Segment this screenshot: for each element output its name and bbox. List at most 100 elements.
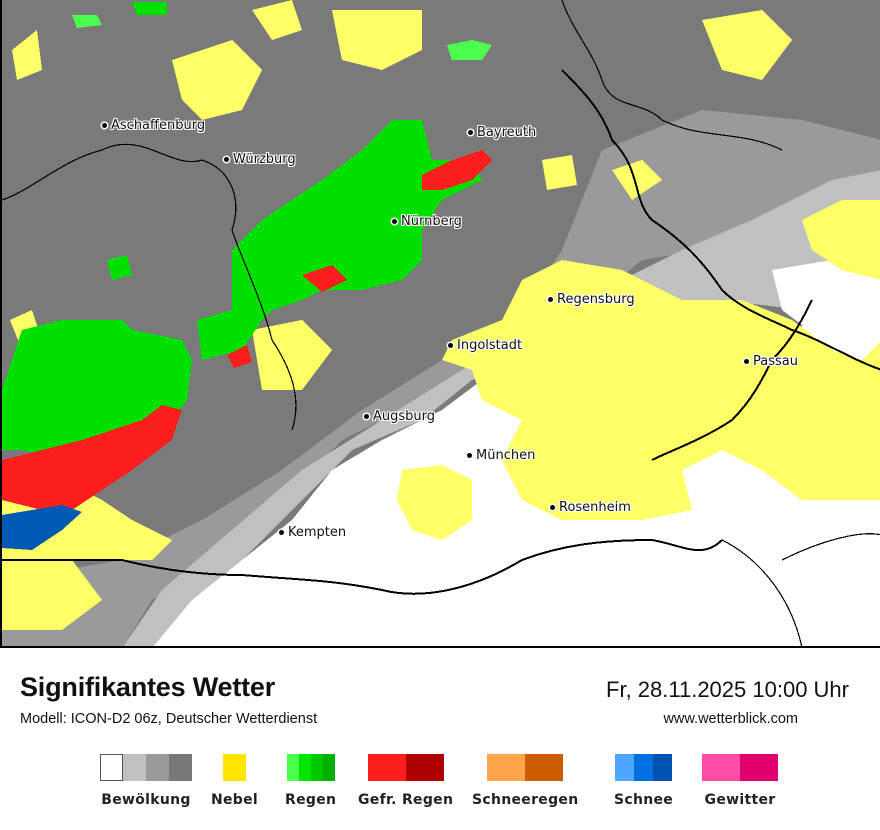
rain-area-central bbox=[197, 120, 482, 360]
rain-patch-north bbox=[132, 2, 167, 15]
city-name: Bayreuth bbox=[477, 125, 537, 140]
freezing-rain-area-west bbox=[2, 405, 182, 510]
city-marker: Aschaffenburg bbox=[102, 118, 205, 133]
legend-swatches bbox=[615, 754, 673, 781]
legend-swatch bbox=[310, 754, 323, 781]
legend-swatch bbox=[424, 754, 444, 781]
country-borders bbox=[2, 0, 880, 646]
model-info: Modell: ICON-D2 06z, Deutscher Wetterdie… bbox=[20, 711, 318, 727]
legend-swatches bbox=[702, 754, 778, 781]
legend-label: Schnee bbox=[614, 792, 674, 808]
city-dot-icon bbox=[548, 297, 553, 302]
city-marker: Bayreuth bbox=[468, 125, 536, 140]
legend-freezing-rain: Gefr. Regen bbox=[358, 754, 453, 808]
city-name: Rosenheim bbox=[559, 500, 631, 515]
fog-area-east bbox=[442, 260, 880, 520]
city-name: Regensburg bbox=[557, 292, 635, 307]
legend-label: Gewitter bbox=[704, 792, 776, 808]
freezing-rain-patch bbox=[422, 150, 492, 190]
city-dot-icon bbox=[392, 219, 397, 224]
city-name: Nürnberg bbox=[401, 214, 462, 229]
city-name: Kempten bbox=[288, 525, 347, 540]
legend-swatch bbox=[386, 754, 406, 781]
legend-swatch bbox=[322, 754, 335, 781]
legend: Bewölkung Nebel Regen Gefr. Regen Schnee… bbox=[0, 754, 880, 814]
weather-map bbox=[0, 0, 880, 648]
legend-swatch bbox=[759, 754, 778, 781]
city-name: Würzburg bbox=[233, 152, 296, 167]
legend-swatch bbox=[615, 754, 635, 781]
city-dot-icon bbox=[102, 123, 107, 128]
fog-patch bbox=[612, 160, 662, 200]
city-name: München bbox=[476, 448, 536, 463]
legend-swatch bbox=[298, 754, 311, 781]
legend-snow: Schnee bbox=[614, 754, 673, 808]
legend-swatch bbox=[525, 754, 545, 781]
legend-label: Schneeregen bbox=[472, 792, 579, 808]
legend-swatch bbox=[100, 754, 123, 781]
snow-area-west bbox=[2, 505, 82, 550]
legend-rain: Regen bbox=[285, 754, 336, 808]
fog-patch bbox=[172, 40, 262, 120]
legend-swatch bbox=[123, 754, 146, 781]
fog-patch bbox=[252, 320, 332, 390]
legend-swatch bbox=[653, 754, 673, 781]
legend-thunderstorm: Gewitter bbox=[702, 754, 778, 808]
city-dot-icon bbox=[279, 530, 284, 535]
rain-patch bbox=[107, 255, 132, 280]
legend-cloud-cover: Bewölkung bbox=[100, 754, 192, 808]
legend-swatch bbox=[169, 754, 192, 781]
legend-swatch bbox=[702, 754, 721, 781]
legend-swatch bbox=[721, 754, 740, 781]
city-marker: Regensburg bbox=[548, 292, 635, 307]
rain-patch-north bbox=[447, 40, 492, 60]
legend-swatch bbox=[367, 754, 387, 781]
legend-swatch bbox=[634, 754, 654, 781]
legend-swatch bbox=[223, 754, 247, 781]
forecast-datetime: Fr, 28.11.2025 10:00 Uhr bbox=[606, 677, 849, 702]
cloud-light-area bbox=[123, 170, 880, 646]
footer: Signifikantes Wetter Modell: ICON-D2 06z… bbox=[0, 650, 880, 830]
city-marker: Ingolstadt bbox=[448, 338, 522, 353]
legend-label: Gefr. Regen bbox=[358, 792, 454, 808]
legend-fog: Nebel bbox=[211, 754, 258, 808]
map-title: Signifikantes Wetter bbox=[20, 672, 276, 702]
city-marker: Nürnberg bbox=[392, 214, 462, 229]
city-dot-icon bbox=[364, 414, 369, 419]
city-marker: Rosenheim bbox=[550, 500, 631, 515]
freezing-rain-patch bbox=[227, 345, 252, 368]
clear-sky-east bbox=[772, 250, 880, 340]
city-name: Ingolstadt bbox=[457, 338, 523, 353]
city-dot-icon bbox=[468, 130, 473, 135]
legend-swatches bbox=[286, 754, 335, 781]
legend-swatch bbox=[487, 754, 507, 781]
cloud-medium-area bbox=[2, 110, 880, 646]
city-dot-icon bbox=[224, 157, 229, 162]
precipitation-cloud-layer bbox=[2, 0, 880, 646]
fog-area-northeast bbox=[802, 200, 880, 280]
fog-patch bbox=[397, 465, 472, 540]
legend-sleet: Schneeregen bbox=[472, 754, 579, 808]
city-dot-icon bbox=[744, 359, 749, 364]
city-name: Augsburg bbox=[373, 409, 436, 424]
website-link[interactable]: www.wetterblick.com bbox=[663, 711, 798, 727]
city-name: Aschaffenburg bbox=[111, 118, 206, 133]
fog-patch bbox=[542, 155, 577, 190]
rain-patch-north bbox=[72, 15, 102, 28]
legend-swatch bbox=[146, 754, 169, 781]
city-marker: Kempten bbox=[279, 525, 346, 540]
fog-patch bbox=[332, 10, 422, 70]
city-dot-icon bbox=[550, 505, 555, 510]
city-marker: Passau bbox=[744, 354, 798, 369]
fog-patch bbox=[2, 560, 102, 630]
legend-label: Nebel bbox=[211, 792, 259, 808]
legend-swatches bbox=[367, 754, 444, 781]
city-marker: Augsburg bbox=[364, 409, 435, 424]
city-dot-icon bbox=[467, 453, 472, 458]
legend-swatches bbox=[223, 754, 247, 781]
legend-swatches bbox=[487, 754, 564, 781]
legend-swatch bbox=[740, 754, 759, 781]
city-marker: München bbox=[467, 448, 535, 463]
fog-patch bbox=[252, 0, 302, 40]
legend-swatches bbox=[100, 754, 192, 781]
